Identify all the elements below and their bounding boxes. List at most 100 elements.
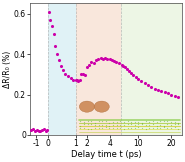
- Point: [144, 124, 147, 126]
- Point: [99, 57, 102, 59]
- Point: [97, 124, 100, 126]
- Point: [130, 127, 133, 130]
- Point: [162, 125, 165, 127]
- Point: [166, 123, 169, 126]
- Point: [83, 127, 86, 129]
- Point: [166, 92, 169, 95]
- Point: [113, 60, 116, 62]
- Point: [148, 124, 151, 127]
- Point: [75, 79, 78, 82]
- Ellipse shape: [94, 101, 109, 112]
- Point: [66, 75, 69, 78]
- Point: [166, 120, 169, 123]
- Point: [90, 61, 93, 64]
- Point: [144, 127, 147, 130]
- Point: [132, 74, 135, 77]
- Point: [146, 84, 149, 87]
- Point: [130, 72, 132, 75]
- Point: [119, 123, 122, 126]
- Point: [60, 65, 63, 68]
- Point: [35, 129, 38, 131]
- Point: [124, 66, 127, 69]
- Point: [74, 79, 77, 82]
- Point: [162, 120, 165, 122]
- Point: [104, 120, 107, 122]
- Point: [32, 128, 35, 130]
- Point: [93, 124, 96, 127]
- Point: [62, 69, 65, 72]
- Point: [157, 89, 159, 92]
- Point: [58, 59, 61, 61]
- Point: [152, 120, 154, 123]
- Point: [177, 122, 180, 124]
- Point: [133, 124, 136, 127]
- Point: [128, 70, 131, 73]
- Point: [78, 79, 81, 82]
- Point: [159, 120, 162, 122]
- Point: [122, 124, 125, 126]
- Point: [170, 121, 173, 124]
- Point: [108, 124, 111, 127]
- Point: [108, 121, 111, 124]
- Point: [177, 127, 180, 130]
- Point: [115, 127, 118, 129]
- Point: [170, 123, 173, 126]
- Point: [108, 126, 111, 129]
- Point: [115, 124, 118, 127]
- Point: [95, 59, 97, 61]
- Bar: [121, 3, 181, 135]
- Point: [101, 127, 104, 129]
- Point: [76, 80, 79, 83]
- X-axis label: Delay time t (ps): Delay time t (ps): [70, 150, 141, 159]
- Point: [86, 120, 89, 122]
- Point: [130, 123, 133, 126]
- Point: [112, 127, 115, 129]
- Point: [90, 120, 93, 123]
- Point: [141, 123, 144, 126]
- Point: [112, 124, 115, 126]
- Point: [88, 64, 91, 66]
- Point: [83, 74, 86, 77]
- Bar: [75, 3, 121, 135]
- Point: [162, 126, 165, 129]
- Point: [126, 120, 129, 122]
- Point: [160, 90, 163, 93]
- Point: [126, 68, 129, 70]
- Point: [90, 127, 93, 130]
- Point: [137, 78, 140, 81]
- Point: [170, 127, 173, 129]
- Point: [148, 120, 151, 123]
- Point: [159, 124, 162, 127]
- Point: [49, 18, 52, 21]
- Point: [33, 130, 36, 132]
- Point: [93, 121, 96, 124]
- Point: [104, 57, 107, 59]
- Point: [173, 94, 176, 97]
- Point: [104, 124, 107, 127]
- Point: [140, 80, 143, 83]
- Point: [166, 126, 169, 129]
- Point: [97, 127, 100, 129]
- Point: [163, 91, 166, 94]
- Point: [119, 120, 122, 122]
- Point: [97, 120, 100, 122]
- Point: [126, 123, 129, 126]
- Point: [144, 120, 147, 122]
- Point: [46, 129, 49, 131]
- Point: [101, 120, 104, 123]
- Point: [177, 123, 180, 126]
- Point: [39, 130, 42, 132]
- Point: [101, 58, 104, 60]
- Point: [86, 127, 89, 130]
- Point: [92, 62, 95, 64]
- Point: [177, 95, 180, 98]
- Point: [150, 86, 153, 89]
- Point: [37, 130, 40, 132]
- Point: [79, 127, 82, 129]
- Point: [30, 129, 33, 131]
- Point: [112, 121, 115, 123]
- Point: [110, 59, 113, 61]
- Point: [44, 130, 47, 132]
- Point: [148, 127, 151, 130]
- Point: [72, 79, 75, 82]
